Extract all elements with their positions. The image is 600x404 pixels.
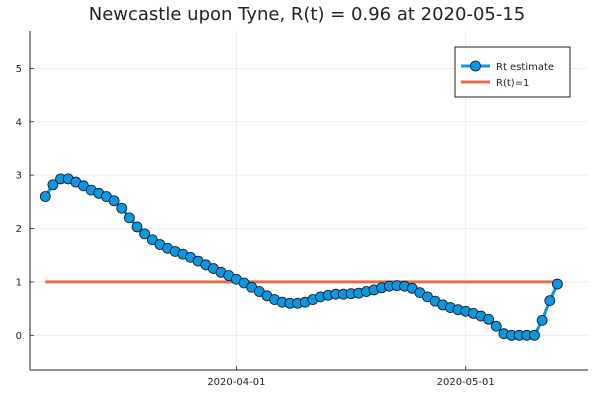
legend-rt-label: Rt estimate <box>496 62 554 73</box>
rt-point <box>131 221 143 233</box>
rt-point <box>139 228 151 240</box>
rt-series-layer <box>39 173 563 341</box>
rt-point <box>483 313 495 325</box>
legend-ref-label: R(t)=1 <box>496 78 529 89</box>
y-tick-label: 2 <box>16 224 22 235</box>
rt-point <box>146 234 158 246</box>
legend: Rt estimate R(t)=1 <box>454 46 571 98</box>
rt-point <box>47 179 59 191</box>
rt-point <box>536 314 548 326</box>
y-tick-label: 0 <box>16 331 22 342</box>
rt-point <box>544 295 556 306</box>
rt-point <box>108 195 120 207</box>
legend-rt-marker <box>470 60 481 72</box>
y-tick-label: 5 <box>16 64 22 75</box>
x-tick-label: 2020-05-01 <box>437 377 495 388</box>
axes: 0 1 2 3 4 5 2020-04-01 2020-05-01 <box>16 31 588 388</box>
rt-point <box>552 278 563 290</box>
y-tick-label: 3 <box>16 171 22 182</box>
rt-point <box>116 202 128 214</box>
chart-title: Newcastle upon Tyne, R(t) = 0.96 at 2020… <box>89 4 526 25</box>
rt-point <box>490 320 502 332</box>
rt-point <box>529 329 540 341</box>
y-tick-label: 1 <box>16 277 22 288</box>
legend-box <box>454 46 571 98</box>
rt-point <box>123 212 135 224</box>
y-tick-label: 4 <box>16 117 22 128</box>
x-tick-label: 2020-04-01 <box>207 377 265 388</box>
rt-point <box>39 191 51 202</box>
